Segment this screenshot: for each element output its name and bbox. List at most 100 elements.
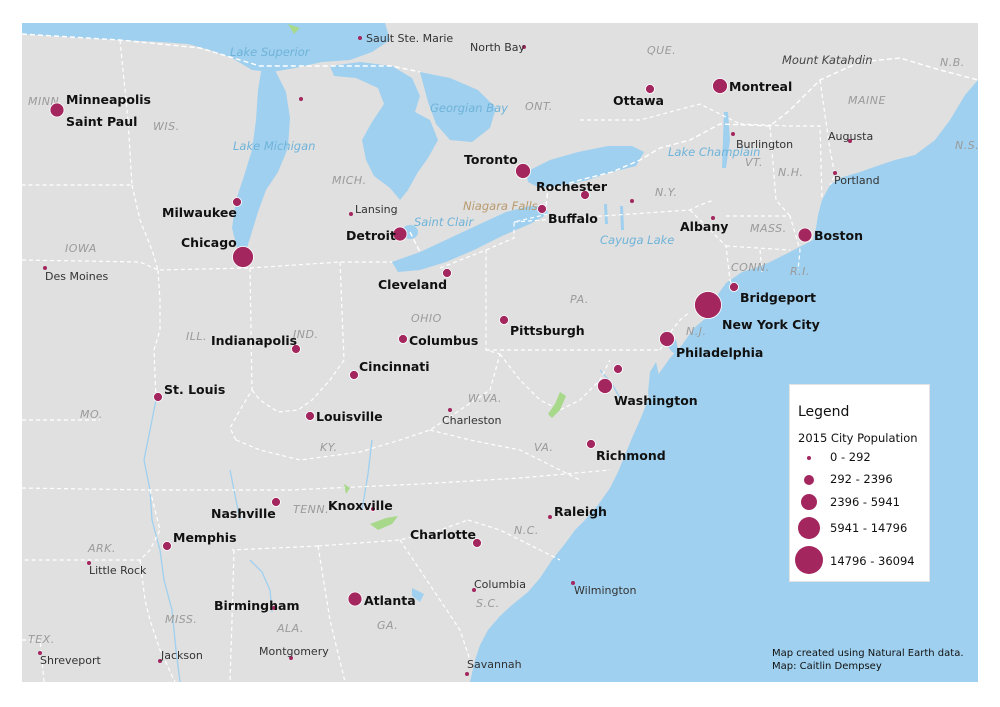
- city-label: Richmond: [596, 448, 666, 463]
- city-label: Cleveland: [378, 277, 447, 292]
- city-label: Chicago: [181, 235, 237, 250]
- city-label: Sault Ste. Marie: [366, 32, 453, 45]
- city-dot-memphis: [162, 541, 172, 551]
- city-label: Charlotte: [410, 527, 476, 542]
- city-label: Savannah: [467, 658, 522, 671]
- water-label: Lake Champlain: [668, 145, 760, 159]
- city-dot-st-louis: [153, 392, 163, 402]
- city-dot-nashville: [271, 497, 281, 507]
- legend-label: 292 - 2396: [830, 472, 893, 486]
- city-label: Augusta: [828, 130, 873, 143]
- city-dot-knoxville: [370, 506, 376, 512]
- city-dot-new-york-city: [694, 291, 722, 319]
- lake-lanier: [412, 588, 424, 602]
- legend-symbol: [801, 494, 817, 510]
- major-city-labels: Minneapolis Saint Paul Milwaukee Chicago…: [66, 79, 863, 613]
- minor-city-dot: [472, 588, 476, 592]
- minor-city-dot: [43, 266, 47, 270]
- city-dot-louisville: [305, 411, 315, 421]
- minor-city-dot: [630, 199, 634, 203]
- lake-ontario: [526, 146, 644, 188]
- city-label: Birmingham: [214, 598, 300, 613]
- parks: [288, 24, 566, 530]
- region-label: MICH.: [332, 174, 367, 187]
- minor-city-dot: [711, 216, 715, 220]
- minor-city-dot: [158, 659, 162, 663]
- region-label: ALA.: [276, 622, 304, 635]
- region-label: PA.: [570, 293, 589, 306]
- city-label: Columbia: [474, 578, 526, 591]
- legend-symbol: [795, 546, 823, 574]
- city-label: Toronto: [464, 152, 518, 167]
- georgian-bay: [420, 72, 496, 142]
- region-labels: MINN. WIS. IOWA MICH. ONT. QUE. N.B. MAI…: [28, 44, 978, 646]
- city-label: Buffalo: [548, 211, 598, 226]
- city-label: Bridgeport: [740, 290, 816, 305]
- region-label: MO.: [80, 408, 103, 421]
- region-label: MISS.: [165, 613, 197, 626]
- region-label: GA.: [377, 619, 398, 632]
- region-label: KY.: [320, 441, 338, 454]
- city-label: St. Louis: [164, 382, 225, 397]
- minor-city-dot: [299, 97, 303, 101]
- minor-city-dot: [289, 656, 293, 660]
- city-label: Minneapolis: [66, 92, 151, 107]
- minor-city-labels: Sault Ste. Marie North Bay Burlington Au…: [40, 32, 880, 671]
- city-label: Memphis: [173, 530, 237, 545]
- city-label: Wilmington: [574, 584, 637, 597]
- city-dot-atlanta: [347, 591, 363, 607]
- city-label: North Bay: [470, 41, 526, 54]
- region-label: N.B.: [940, 56, 965, 69]
- city-label: Lansing: [355, 203, 398, 216]
- legend-symbol: [804, 475, 814, 485]
- city-label: Shreveport: [40, 654, 102, 667]
- region-label: TEX.: [28, 633, 55, 646]
- city-dot-richmond: [586, 439, 596, 449]
- region-label: N.J.: [686, 325, 706, 338]
- region-label: N.C.: [514, 524, 539, 537]
- lake-superior: [22, 23, 390, 72]
- city-label: Albany: [680, 219, 728, 234]
- legend-title: Legend: [798, 404, 850, 420]
- water-label: Georgian Bay: [430, 101, 508, 115]
- city-dot-buffalo: [537, 204, 547, 214]
- legend-row: 0 - 292: [790, 447, 931, 469]
- region-label: ONT.: [525, 100, 553, 113]
- region-label: IOWA: [65, 242, 97, 255]
- city-label: Boston: [814, 228, 863, 243]
- region-label: ARK.: [87, 542, 116, 555]
- city-label: Atlanta: [364, 593, 416, 608]
- minor-city-dots: [38, 36, 852, 676]
- city-dot-montreal: [712, 78, 728, 94]
- city-dot-rochester: [580, 190, 590, 200]
- water-label: Lake Superior: [230, 45, 311, 59]
- city-label: Raleigh: [554, 504, 607, 519]
- legend-label: 2396 - 5941: [830, 495, 900, 509]
- city-label: Des Moines: [45, 270, 108, 283]
- city-dot-indianapolis: [291, 344, 301, 354]
- minor-city-dot: [571, 581, 575, 585]
- lake-huron: [330, 62, 438, 200]
- legend-label: 5941 - 14796: [830, 521, 908, 535]
- city-label: Montgomery: [259, 645, 329, 658]
- legend-row: 292 - 2396: [790, 469, 931, 491]
- region-label: VT.: [745, 156, 763, 169]
- city-label: Burlington: [736, 138, 793, 151]
- city-dot-ottawa: [645, 84, 655, 94]
- city-dot-milwaukee: [232, 197, 242, 207]
- region-label: S.C.: [476, 597, 500, 610]
- legend-row: 5941 - 14796: [790, 516, 931, 539]
- legend-symbol: [807, 456, 811, 460]
- region-label: N.Y.: [655, 186, 678, 199]
- city-label: Saint Paul: [66, 114, 137, 129]
- city-label: Pittsburgh: [510, 323, 585, 338]
- city-label: Milwaukee: [162, 205, 237, 220]
- map-credits: Map created using Natural Earth data. Ma…: [772, 647, 964, 673]
- water-label: Cayuga Lake: [600, 233, 674, 247]
- minor-city-dot: [358, 36, 362, 40]
- city-label: Knoxville: [328, 498, 393, 513]
- minor-city-dot: [731, 132, 735, 136]
- city-dot-cincinnati: [349, 370, 359, 380]
- finger-lakes: [604, 204, 624, 230]
